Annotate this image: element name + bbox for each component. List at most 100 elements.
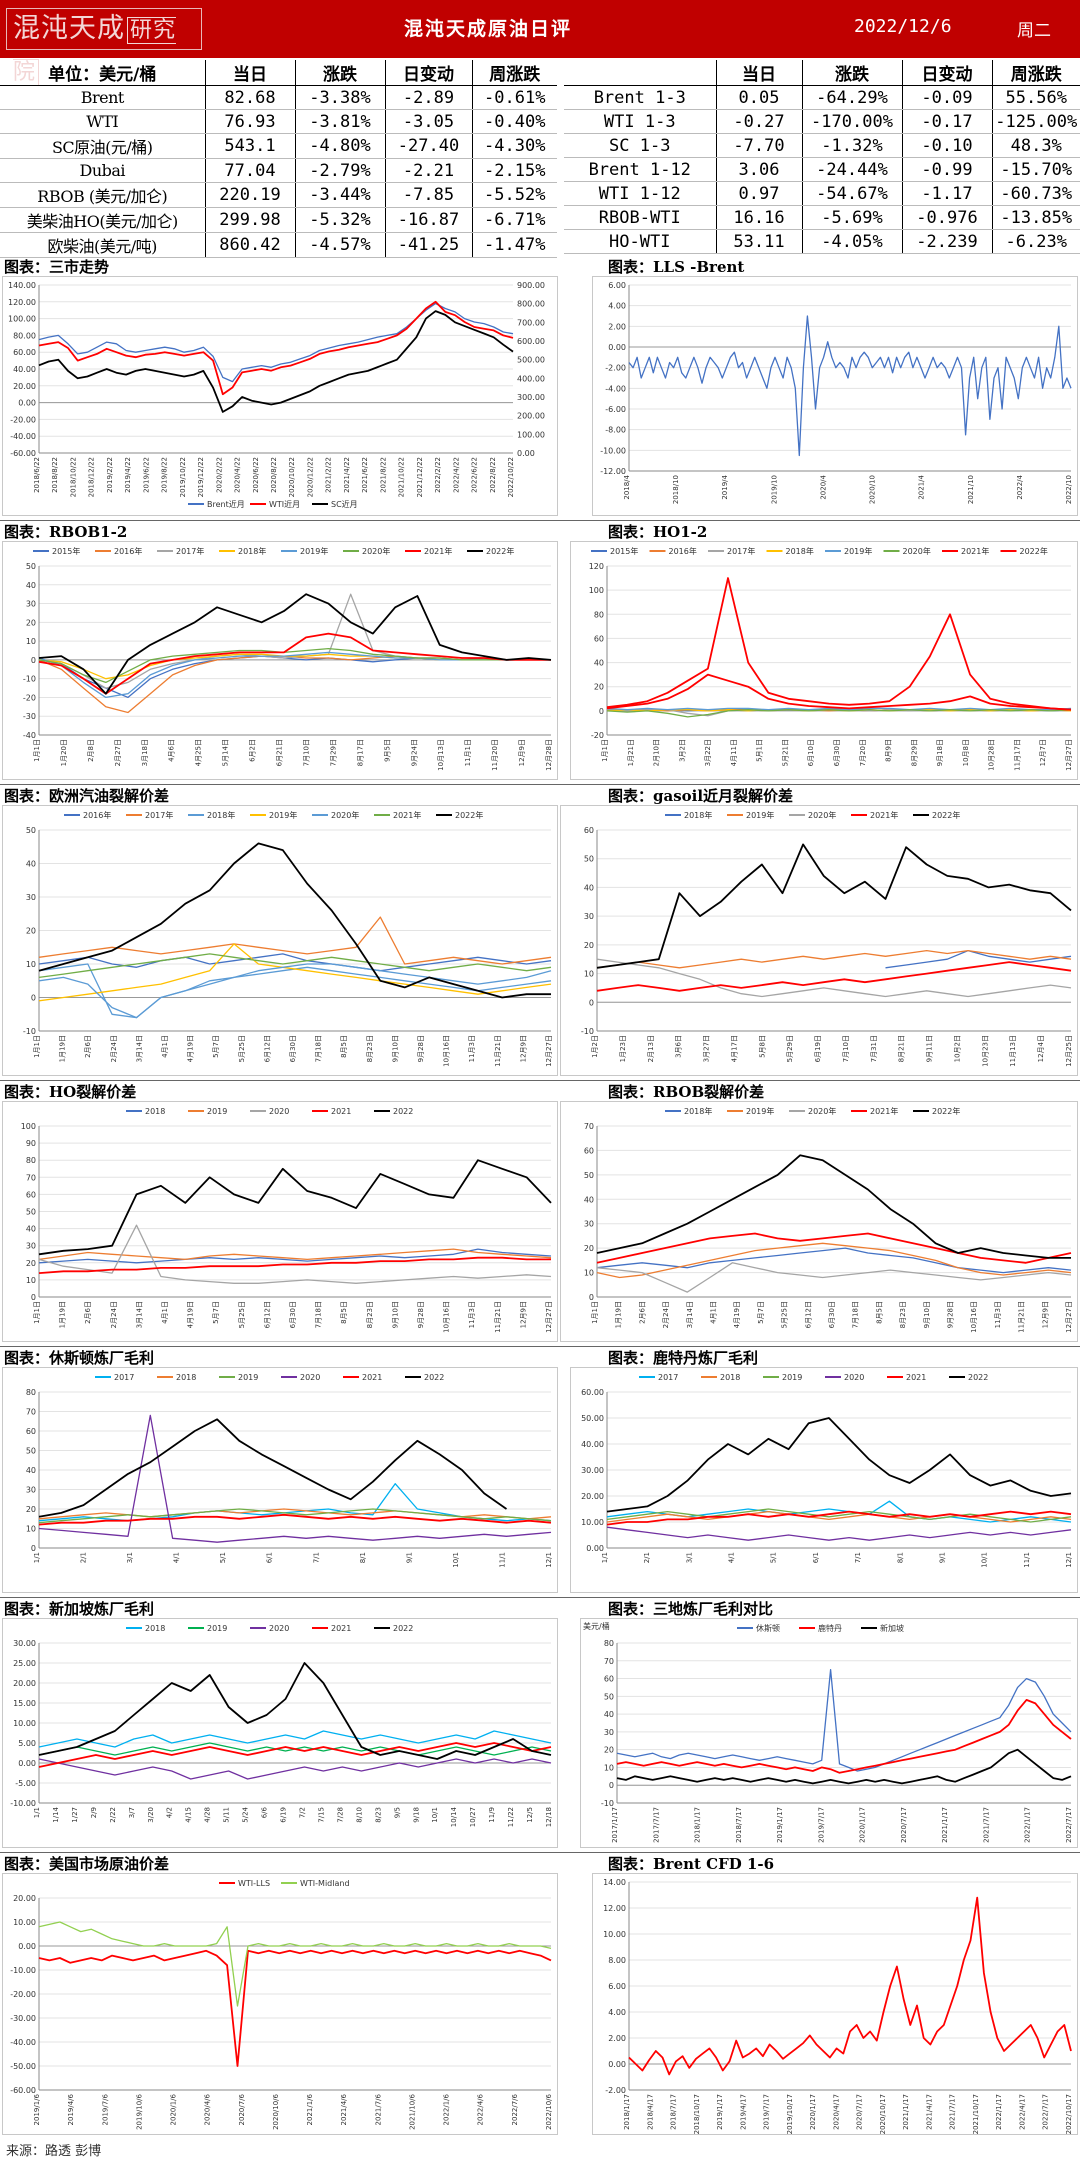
- series-line: [606, 1508, 1072, 1523]
- x-tick-label: 2022/7/17: [1042, 2094, 1050, 2130]
- series-line: [38, 1758, 552, 1780]
- y-tick-label: 20: [584, 1244, 594, 1253]
- legend-label: 2021年: [393, 810, 421, 820]
- legend-label: 2022年: [932, 810, 960, 820]
- x-tick-label: 2/1: [643, 1552, 651, 1563]
- series-line: [38, 1508, 552, 1524]
- series-line: [606, 1526, 1072, 1541]
- col-header-daily-change: 日变动: [385, 60, 473, 86]
- spread-name: SC 1-3: [564, 133, 717, 158]
- x-tick-label: 2021/4/17: [925, 2094, 933, 2130]
- y-tick-label: -8.00: [605, 426, 626, 435]
- legend-label: 2018: [145, 1624, 165, 1633]
- chart-rbob-1-2: -40 -30 -20 -10 0 10 20 30 40 50 1月1日 1月20日 2月8日 2月27…: [2, 541, 558, 780]
- weekly-change: 55.56%: [992, 85, 1080, 110]
- chart-svg: -10.00 -5.00 0.00 5.00 10.00 15.00 20.00 25.00 3…: [10, 1624, 553, 1827]
- x-tick-label: 12月4日: [1037, 1035, 1045, 1062]
- product-name: 美柴油HO(美元/加仑): [0, 207, 206, 233]
- x-tick-label: 2020/12/22: [306, 457, 314, 497]
- x-tick-label: 11/9: [488, 1807, 496, 1823]
- x-tick-label: 9/1: [938, 1552, 946, 1563]
- x-tick-label: 2017/1/17: [611, 1807, 619, 1843]
- chart-svg: -20 0 20 40 60 80 100 120 1月1日 1月21日 2月10日 3月2日 3月22…: [589, 546, 1073, 771]
- chart-svg: -10 0 10 20 30 40 50 60 70 80 美元/桶 2017/1/17 2017/7/…: [583, 1621, 1073, 1843]
- legend-label: 2022年: [486, 546, 514, 556]
- x-tick-label: 1月19日: [59, 1301, 67, 1328]
- x-tick-label: 1月21日: [627, 739, 635, 766]
- y-tick-label: 50: [26, 1208, 36, 1217]
- y-tick-label: 20.00: [13, 1679, 36, 1688]
- x-tick-label: 3月22日: [704, 739, 712, 766]
- x-tick-label: 2021/4: [918, 474, 926, 499]
- x-tick-label: 2021/1/17: [941, 1807, 949, 1843]
- spread-name: WTI 1-3: [564, 109, 717, 134]
- series-line: [38, 963, 552, 1019]
- y-tick-label: 30: [26, 600, 36, 609]
- chart-title-gasoil-crack: 图表：gasoil近月裂解价差: [608, 787, 794, 805]
- x-tick-label: 6月19日: [814, 1035, 822, 1062]
- legend-label: Brent近月: [207, 499, 245, 509]
- series-line: [596, 843, 1072, 969]
- series-line: [606, 709, 1072, 718]
- y-tick-label: -20.00: [10, 415, 36, 424]
- y2-tick-label: 100.00: [517, 430, 545, 439]
- y-tick-label: 10: [584, 1269, 594, 1278]
- daily-change: -0.99: [902, 157, 993, 182]
- legend-label: 新加坡: [880, 1623, 904, 1633]
- legend-label: 2021: [906, 1373, 926, 1382]
- daily-change: -2.21: [385, 158, 473, 183]
- y-tick-label: 30.00: [13, 1639, 36, 1648]
- series-line: [38, 943, 552, 1002]
- legend-label: 2022年: [932, 1106, 960, 1116]
- y-tick-label: -20: [591, 731, 604, 740]
- series-line: [596, 949, 1072, 969]
- product-name: Dubai: [0, 158, 206, 183]
- legend-label: WTI-LLS: [238, 1879, 270, 1888]
- y-tick-label: -10.00: [10, 1966, 36, 1975]
- legend-label: WTI-Midland: [300, 1879, 350, 1888]
- y-tick-label: -6.00: [605, 405, 626, 414]
- company-logo: 混沌天成 研究院: [6, 8, 202, 86]
- legend-label: 2020: [269, 1107, 289, 1116]
- y-tick-label: 40: [594, 659, 604, 668]
- y-tick-label: -10: [23, 675, 36, 684]
- table-row: HO-WTI 53.11 -4.05% -2.239 -6.23%: [564, 229, 1080, 254]
- x-tick-label: 12/1: [545, 1552, 553, 1568]
- x-tick-label: 5月25日: [238, 1301, 246, 1328]
- today-value: 0.05: [716, 85, 803, 110]
- y2-tick-label: 800.00: [517, 300, 545, 309]
- y-tick-label: 30: [26, 1242, 36, 1251]
- x-tick-label: 2019/7/17: [817, 1807, 825, 1843]
- y-tick-label: 50: [584, 1171, 594, 1180]
- x-tick-label: 5月29日: [786, 1035, 794, 1062]
- y-tick-label: 10.00: [13, 1918, 36, 1927]
- legend-label: 2021: [331, 1107, 351, 1116]
- x-tick-label: 1月1日: [33, 1301, 41, 1324]
- legend-label: 2016年: [83, 810, 111, 820]
- x-tick-label: 10月13日: [437, 739, 445, 771]
- y2-tick-label: 200.00: [517, 412, 545, 421]
- chart-houston-margin: 0 10 20 30 40 50 60 70 80 1/1 2/1 3/1 4/1 5/1 6/1 7/1 8/…: [2, 1367, 558, 1593]
- y-tick-label: 0: [31, 994, 36, 1003]
- x-tick-label: 2020/10: [869, 475, 877, 504]
- y2-tick-label: 900.00: [517, 281, 545, 290]
- y-tick-label: 0: [599, 707, 604, 716]
- legend-label: 2022: [424, 1373, 444, 1382]
- x-tick-label: 3/20: [147, 1807, 155, 1823]
- x-tick-label: 2019/10/22: [179, 457, 187, 497]
- y-tick-label: 40: [584, 1195, 594, 1204]
- today-value: 860.42: [205, 232, 296, 258]
- y-tick-label: 20: [604, 1746, 614, 1755]
- y2-tick-label: 0.00: [517, 449, 535, 458]
- spread-name: Brent 1-12: [564, 157, 717, 182]
- chart-title-rotterdam-margin: 图表：鹿特丹炼厂毛利: [608, 1349, 759, 1367]
- x-tick-label: 2月24日: [110, 1301, 118, 1328]
- change-pct: -3.44%: [295, 182, 386, 208]
- section-divider: [0, 1346, 1080, 1347]
- legend-label: 2020年: [903, 546, 931, 556]
- x-tick-label: 2019/4/17: [739, 2094, 747, 2130]
- x-tick-label: 2月6日: [638, 1301, 646, 1324]
- legend-label: 2019: [207, 1107, 227, 1116]
- chart-rbob-crack: 0 10 20 30 40 50 60 70 1月1日 1月19日 2月6日 2月24日 3月14日 4月…: [560, 1101, 1078, 1342]
- y-tick-label: -20: [23, 693, 36, 702]
